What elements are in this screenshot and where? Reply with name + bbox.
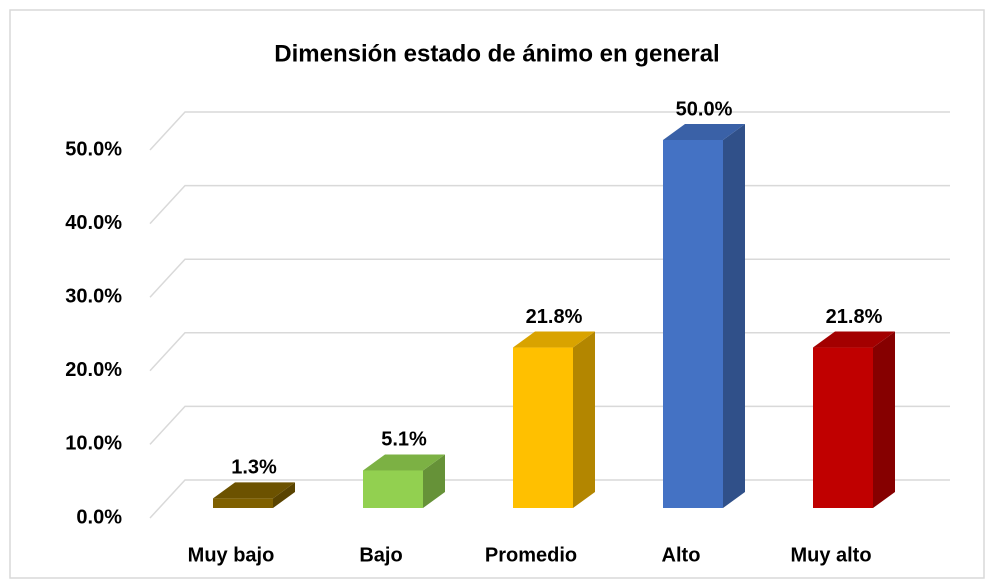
bar-top	[663, 124, 745, 140]
x-tick-label: Promedio	[485, 544, 577, 566]
bar	[513, 347, 573, 508]
bar-top	[363, 454, 445, 471]
bar	[363, 470, 423, 508]
y-tick-label: 30.0%	[65, 285, 122, 307]
data-label: 5.1%	[381, 429, 427, 451]
bar-side	[873, 331, 895, 508]
bar-top	[213, 482, 295, 499]
data-label: 21.8%	[826, 306, 883, 328]
chart-title: Dimensión estado de ánimo en general	[274, 40, 719, 67]
data-label: 50.0%	[676, 98, 733, 120]
data-label: 1.3%	[231, 457, 277, 479]
x-tick-label: Alto	[662, 544, 701, 566]
x-tick-label: Bajo	[359, 544, 402, 566]
y-tick-label: 40.0%	[65, 212, 122, 234]
bar	[213, 498, 273, 508]
y-tick-label: 0.0%	[76, 506, 122, 528]
bar-top	[813, 331, 895, 348]
bar	[663, 140, 723, 508]
y-tick-label: 10.0%	[65, 433, 122, 455]
bar-side	[723, 124, 745, 508]
x-tick-label: Muy alto	[790, 544, 871, 566]
grid-line	[149, 111, 950, 151]
bar	[813, 347, 873, 508]
bar-side	[573, 331, 595, 508]
x-tick-label: Muy bajo	[188, 544, 275, 566]
data-label: 21.8%	[526, 306, 583, 328]
bar-side	[423, 454, 445, 508]
y-tick-label: 50.0%	[65, 138, 122, 160]
bar-side	[273, 482, 295, 508]
bar-top	[513, 331, 595, 348]
y-tick-label: 20.0%	[65, 359, 122, 381]
